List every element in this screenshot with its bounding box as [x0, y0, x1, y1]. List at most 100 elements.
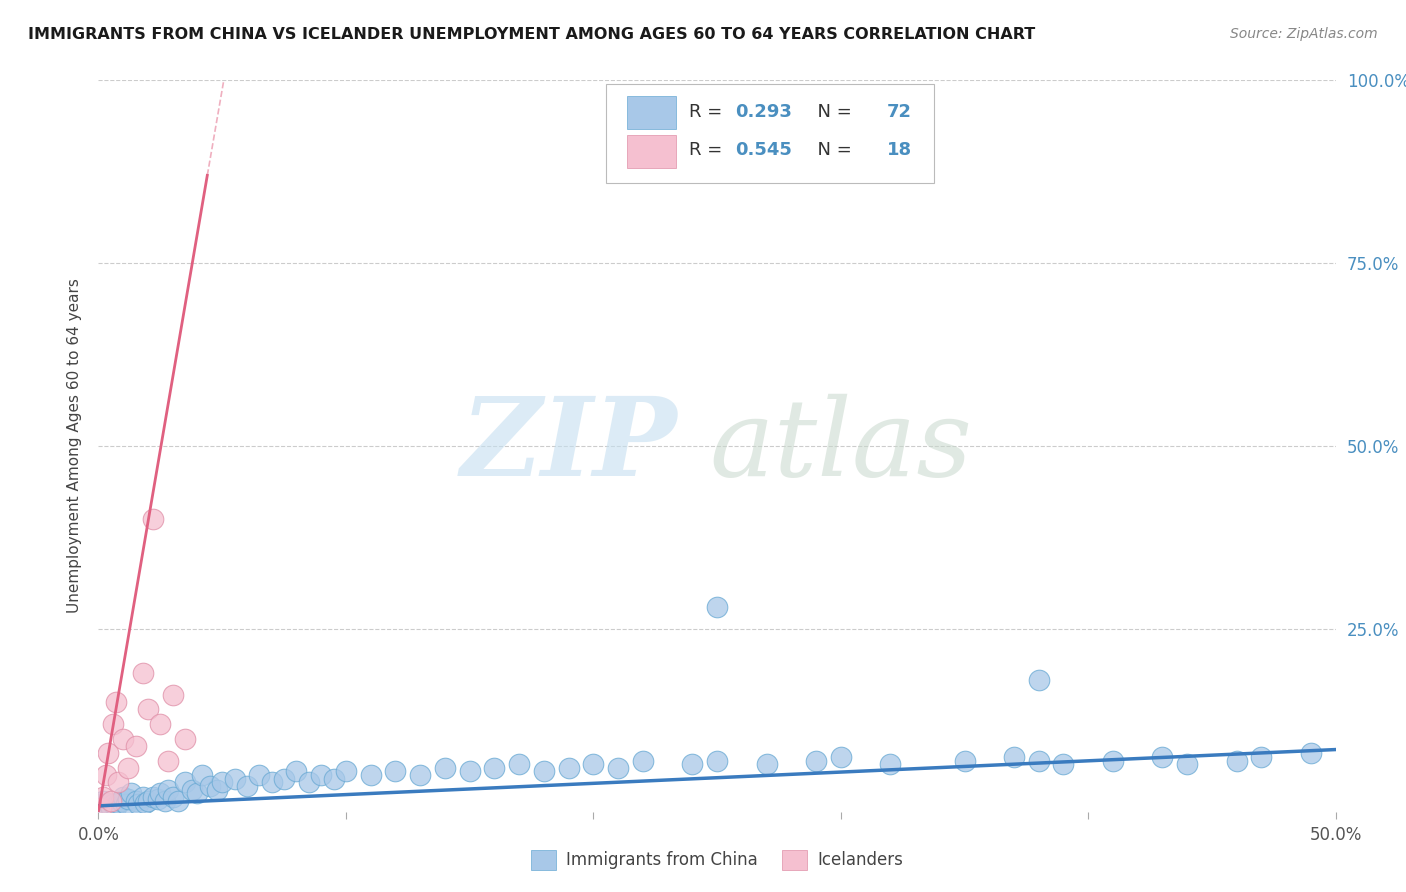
Point [1052, 757, 1074, 772]
Point [384, 764, 406, 779]
Point [104, 695, 127, 709]
Point [1028, 754, 1050, 768]
Point [484, 761, 506, 775]
Point [112, 731, 135, 746]
Point [100, 794, 122, 808]
Bar [627, 96, 676, 129]
Point [124, 739, 146, 753]
Point [1102, 754, 1125, 768]
Point [103, 717, 125, 731]
Point [409, 768, 432, 782]
Legend: Immigrants from China, Icelanders: Immigrants from China, Icelanders [524, 843, 910, 877]
Point [134, 796, 156, 810]
Point [1175, 757, 1198, 772]
Point [114, 797, 136, 812]
Point [149, 717, 172, 731]
FancyBboxPatch shape [606, 84, 934, 183]
Point [830, 749, 852, 764]
Point [90, 801, 112, 815]
Text: N =: N = [806, 103, 858, 120]
Point [166, 794, 188, 808]
Point [335, 764, 357, 779]
Point [706, 599, 728, 614]
Point [110, 794, 132, 808]
Point [97, 746, 120, 760]
Point [162, 688, 184, 702]
Text: 18: 18 [887, 141, 911, 159]
Point [285, 764, 308, 779]
Point [94, 768, 117, 782]
Point [508, 757, 530, 772]
Text: IMMIGRANTS FROM CHINA VS ICELANDER UNEMPLOYMENT AMONG AGES 60 TO 64 YEARS CORREL: IMMIGRANTS FROM CHINA VS ICELANDER UNEMP… [28, 27, 1035, 42]
Point [211, 775, 233, 789]
Point [97, 796, 120, 810]
Text: R =: R = [689, 141, 727, 159]
Point [755, 757, 778, 772]
Y-axis label: Unemployment Among Ages 60 to 64 years: Unemployment Among Ages 60 to 64 years [67, 278, 83, 614]
Point [100, 801, 122, 815]
Point [112, 790, 135, 805]
Point [162, 790, 184, 805]
Point [149, 787, 172, 801]
Point [433, 761, 456, 775]
Point [198, 779, 221, 793]
Point [322, 772, 344, 786]
Point [1002, 749, 1025, 764]
Point [90, 797, 112, 812]
Point [953, 754, 976, 768]
Text: Source: ZipAtlas.com: Source: ZipAtlas.com [1230, 27, 1378, 41]
Point [582, 757, 605, 772]
Point [107, 796, 129, 810]
Point [117, 761, 139, 775]
Bar [627, 136, 676, 168]
Point [298, 775, 321, 789]
Point [103, 797, 125, 812]
Point [142, 790, 165, 805]
Point [1226, 754, 1249, 768]
Point [156, 782, 179, 797]
Point [136, 702, 159, 716]
Point [132, 790, 155, 805]
Point [107, 775, 129, 789]
Text: 0.293: 0.293 [735, 103, 793, 120]
Point [132, 665, 155, 680]
Point [631, 754, 654, 768]
Point [120, 787, 142, 801]
Point [706, 754, 728, 768]
Point [557, 761, 579, 775]
Text: N =: N = [806, 141, 858, 159]
Point [155, 794, 177, 808]
Point [124, 794, 146, 808]
Point [127, 797, 149, 812]
Point [156, 754, 179, 768]
Point [360, 768, 382, 782]
Point [260, 775, 283, 789]
Point [146, 791, 169, 805]
Text: ZIP: ZIP [460, 392, 676, 500]
Point [1250, 749, 1272, 764]
Point [458, 764, 481, 779]
Text: R =: R = [689, 103, 727, 120]
Point [205, 782, 228, 797]
Point [607, 761, 630, 775]
Point [93, 790, 115, 805]
Point [236, 779, 259, 793]
Point [273, 772, 295, 786]
Text: atlas: atlas [709, 393, 973, 499]
Point [181, 782, 204, 797]
Point [94, 798, 117, 813]
Text: 0.545: 0.545 [735, 141, 793, 159]
Point [1028, 673, 1050, 687]
Point [136, 794, 159, 808]
Point [191, 768, 214, 782]
Point [1299, 746, 1322, 760]
Point [533, 764, 555, 779]
Point [247, 768, 270, 782]
Text: 72: 72 [887, 103, 911, 120]
Point [681, 757, 703, 772]
Point [804, 754, 827, 768]
Point [104, 799, 127, 814]
Point [309, 768, 332, 782]
Point [186, 787, 208, 801]
Point [879, 757, 901, 772]
